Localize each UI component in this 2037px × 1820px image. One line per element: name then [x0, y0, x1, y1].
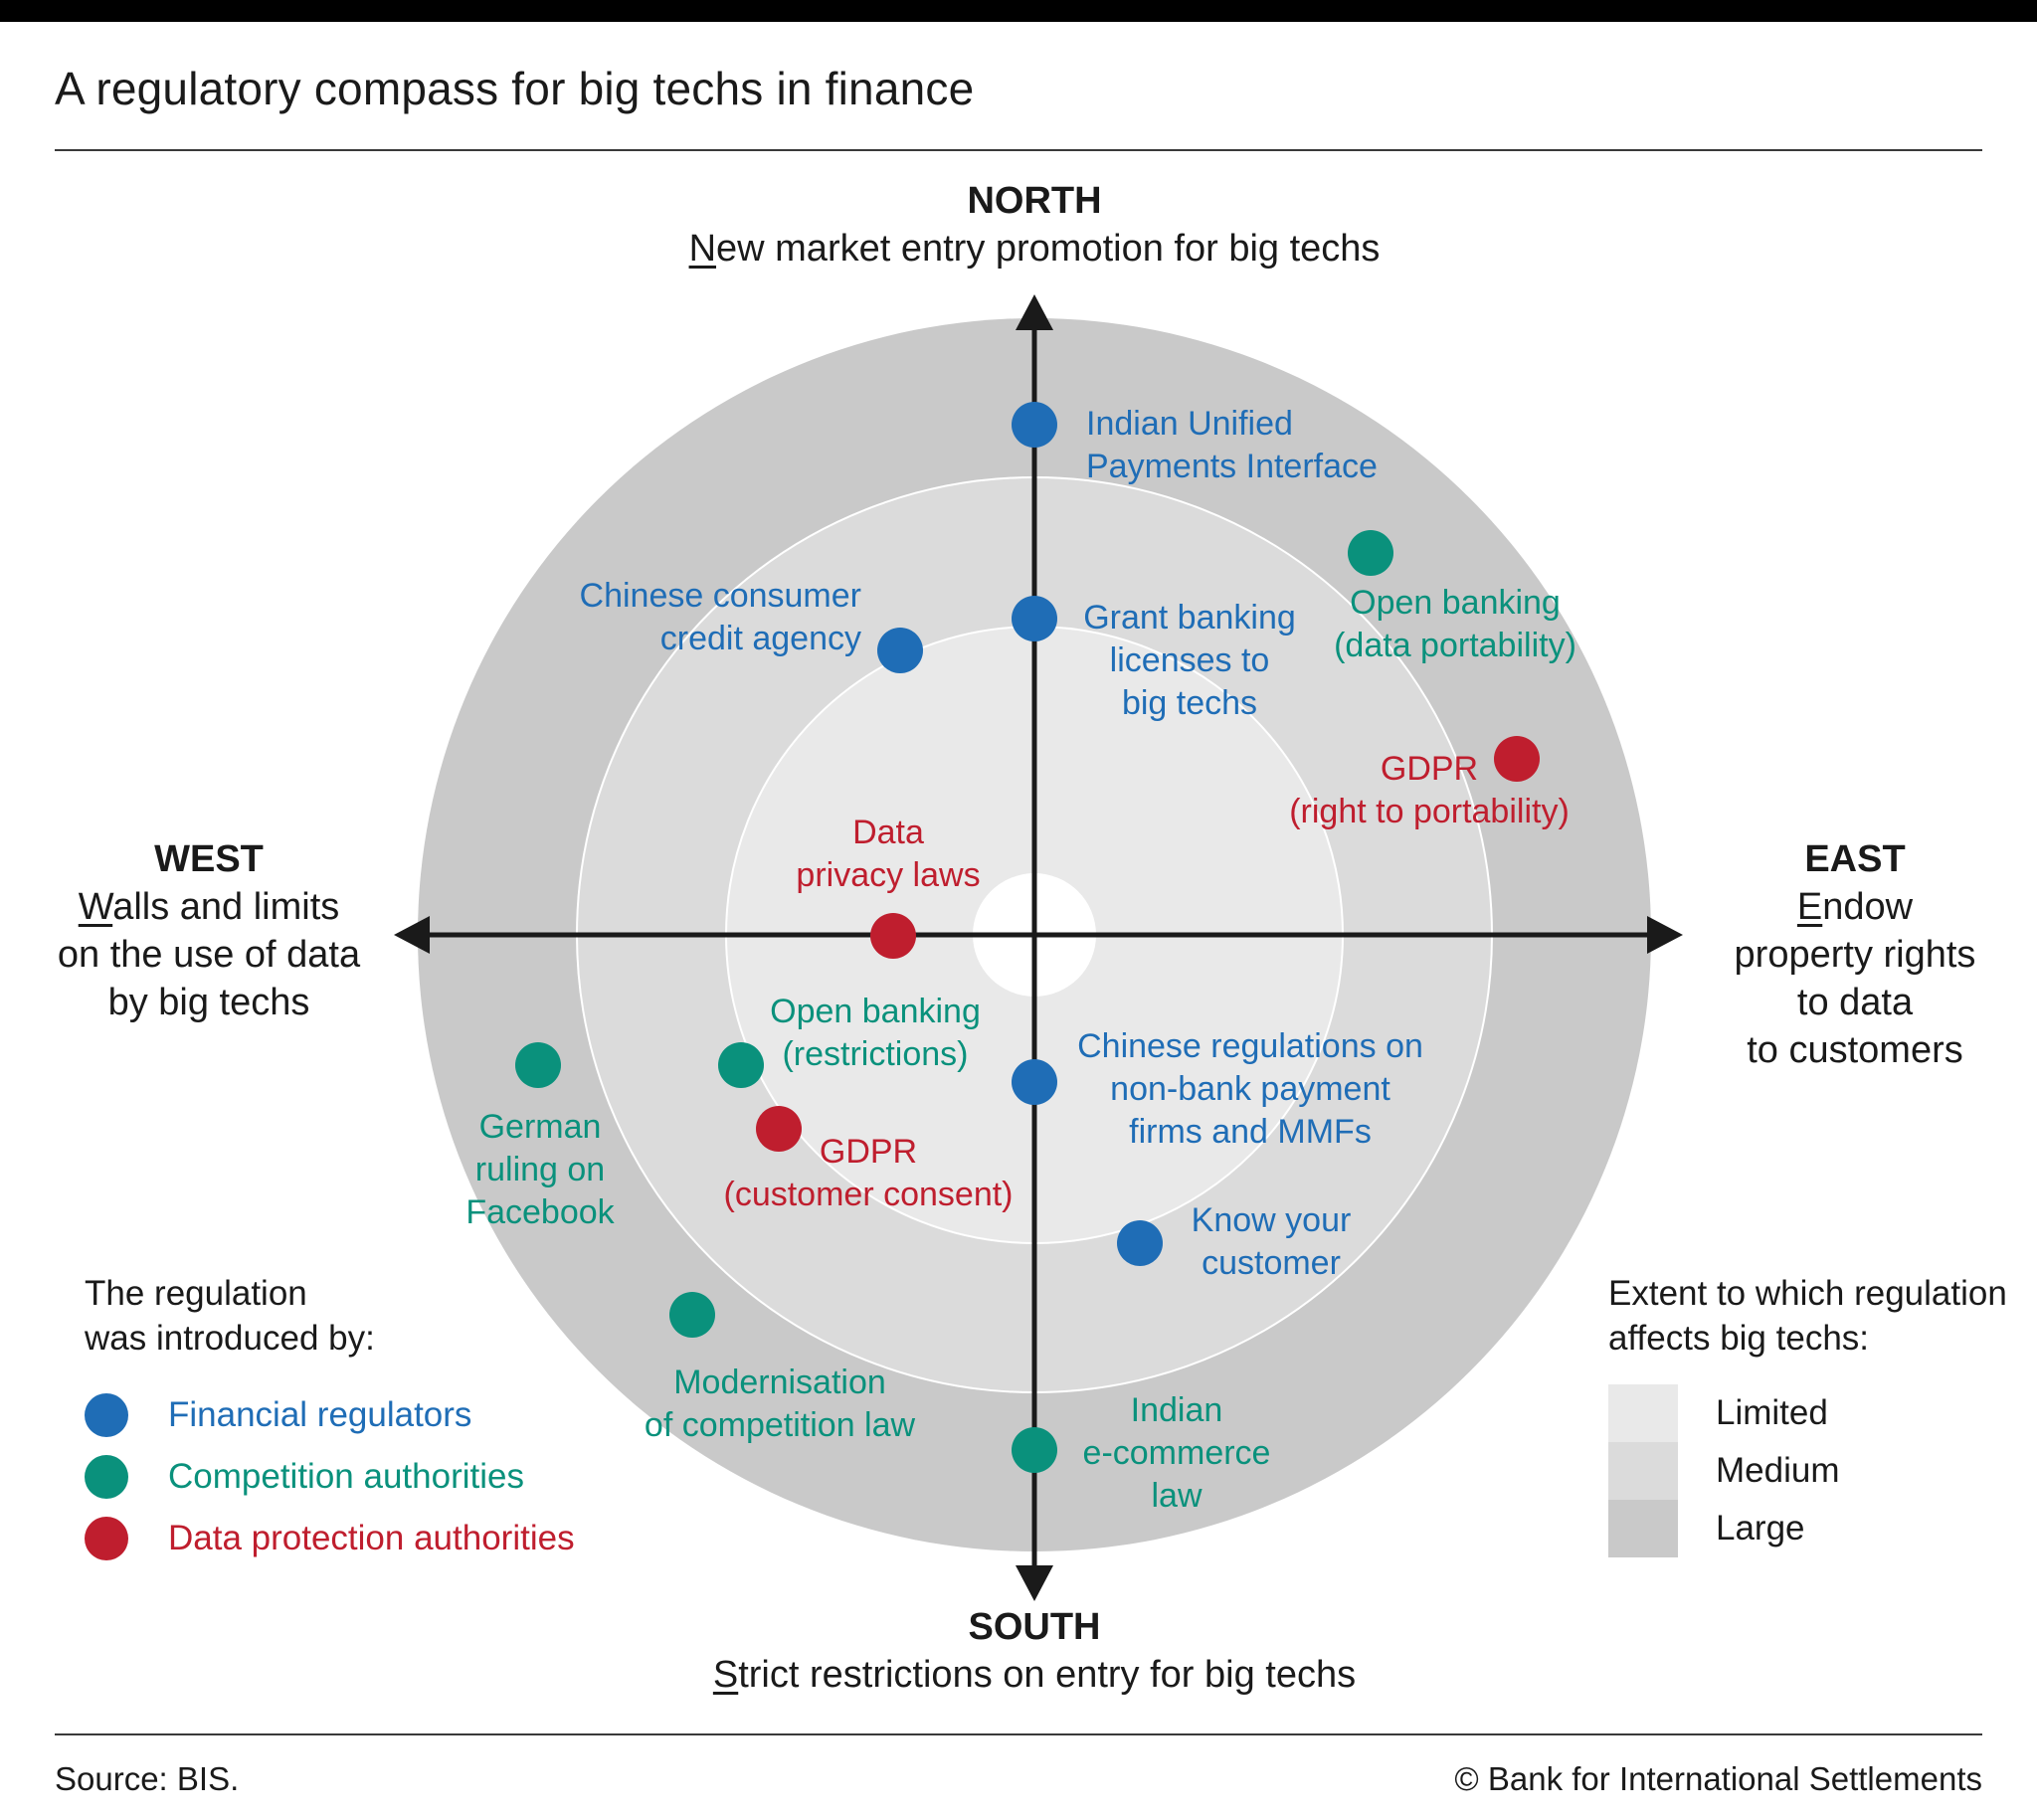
top-bar	[0, 0, 2037, 22]
legend-extent-title: Extent to which regulation affects big t…	[1608, 1274, 2007, 1358]
legend-introduced-by: The regulation was introduced by: Financ…	[85, 1271, 575, 1569]
east-label-group: EAST Endow property rights to data to cu…	[1691, 835, 2019, 1074]
point-open-banking-data-portability	[1348, 530, 1393, 576]
point-label-gdpr-customer-consent: GDPR (customer consent)	[723, 1133, 1014, 1213]
point-chinese-consumer-credit-agency	[877, 628, 923, 673]
point-label-german-ruling-on-facebook: German ruling on Facebook	[465, 1108, 615, 1231]
financial-dot-icon	[85, 1393, 128, 1437]
legend-extent: Extent to which regulation affects big t…	[1608, 1271, 2007, 1557]
title-divider	[55, 149, 1982, 151]
large-swatch	[1608, 1500, 1678, 1557]
north-arrow-icon	[1016, 294, 1053, 330]
east-title: EAST	[1804, 838, 1906, 880]
south-title: SOUTH	[968, 1606, 1101, 1648]
west-subtitle-first-letter: W	[78, 886, 113, 928]
point-label-grant-banking-licenses: Grant banking licenses to big techs	[1083, 599, 1296, 722]
point-label-chinese-regulations-non-bank: Chinese regulations on non-bank payment …	[1077, 1027, 1423, 1151]
point-data-privacy-laws	[870, 913, 916, 959]
extent-item-limited: Limited	[1608, 1384, 2007, 1442]
south-subtitle-rest: trict restrictions on entry for big tech…	[738, 1654, 1357, 1696]
limited-swatch	[1608, 1384, 1678, 1442]
west-title: WEST	[154, 838, 264, 880]
east-subtitle-first-letter: E	[1796, 886, 1823, 928]
south-label-group: SOUTH Strict restrictions on entry for b…	[438, 1603, 1631, 1699]
east-subtitle-rest: ndow property rights to data to customer…	[1734, 886, 1976, 1071]
legend-item-data_protection: Data protection authorities	[85, 1508, 575, 1569]
east-arrow-icon	[1647, 916, 1683, 954]
north-label-group: NORTH New market entry promotion for big…	[438, 177, 1631, 273]
legend-extent-items: Limited Medium Large	[1608, 1384, 2007, 1557]
point-german-ruling-on-facebook	[515, 1042, 561, 1088]
point-gdpr-right-to-portability	[1494, 736, 1540, 782]
point-label-open-banking-restrictions: Open banking (restrictions)	[770, 993, 981, 1073]
point-label-data-privacy-laws: Data privacy laws	[796, 814, 981, 894]
legend-item-label: Competition authorities	[168, 1457, 524, 1496]
point-label-indian-upi: Indian Unified Payments Interface	[1086, 405, 1378, 485]
legend-introduced-items: Financial regulators Competition authorit…	[85, 1384, 575, 1569]
extent-item-label: Limited	[1716, 1393, 1828, 1432]
north-subtitle-first-letter: N	[688, 228, 717, 270]
source-note: Source: BIS.	[55, 1760, 240, 1797]
medium-swatch	[1608, 1442, 1678, 1500]
point-know-your-customer	[1117, 1220, 1163, 1266]
north-subtitle: New market entry promotion for big techs	[438, 225, 1631, 273]
point-modernisation-of-competition-law	[669, 1292, 715, 1338]
point-label-know-your-customer: Know your customer	[1191, 1201, 1352, 1282]
west-label-group: WEST Walls and limits on the use of data…	[40, 835, 378, 1026]
legend-item-competition: Competition authorities	[85, 1446, 575, 1508]
extent-item-label: Large	[1716, 1509, 1805, 1547]
extent-item-large: Large	[1608, 1500, 2007, 1557]
north-subtitle-rest: ew market entry promotion for big techs	[716, 228, 1381, 270]
legend-item-label: Financial regulators	[168, 1395, 472, 1434]
point-label-indian-ecommerce-law: Indian e-commerce law	[1082, 1391, 1271, 1515]
extent-item-label: Medium	[1716, 1451, 1840, 1490]
point-label-chinese-consumer-credit-agency: Chinese consumer credit agency	[579, 577, 861, 657]
footer-divider	[55, 1733, 1982, 1735]
figure-title: A regulatory compass for big techs in fi…	[55, 63, 975, 114]
point-gdpr-customer-consent	[756, 1106, 802, 1152]
legend-item-financial: Financial regulators	[85, 1384, 575, 1446]
copyright-note: © Bank for International Settlements	[1454, 1760, 1982, 1797]
point-label-modernisation-of-competition-law: Modernisation of competition law	[644, 1364, 916, 1444]
point-indian-upi	[1012, 402, 1057, 448]
west-arrow-icon	[394, 916, 430, 954]
extent-item-medium: Medium	[1608, 1442, 2007, 1500]
point-label-open-banking-data-portability: Open banking (data portability)	[1334, 584, 1576, 664]
point-indian-ecommerce-law	[1012, 1427, 1057, 1473]
competition-dot-icon	[85, 1455, 128, 1499]
south-subtitle-first-letter: S	[712, 1654, 739, 1696]
east-subtitle: Endow property rights to data to custome…	[1691, 883, 2019, 1074]
west-subtitle-rest: alls and limits on the use of data by bi…	[57, 886, 361, 1023]
data_protection-dot-icon	[85, 1517, 128, 1560]
south-subtitle: Strict restrictions on entry for big tec…	[438, 1651, 1631, 1699]
west-subtitle: Walls and limits on the use of data by b…	[40, 883, 378, 1026]
point-grant-banking-licenses	[1012, 596, 1057, 641]
point-chinese-regulations-non-bank	[1012, 1059, 1057, 1105]
point-open-banking-restrictions	[718, 1042, 764, 1088]
south-arrow-icon	[1016, 1565, 1053, 1601]
point-label-gdpr-right-to-portability: GDPR (right to portability)	[1289, 750, 1570, 830]
legend-introduced-title: The regulation was introduced by:	[85, 1274, 375, 1358]
north-title: NORTH	[967, 180, 1102, 222]
legend-item-label: Data protection authorities	[168, 1519, 575, 1557]
